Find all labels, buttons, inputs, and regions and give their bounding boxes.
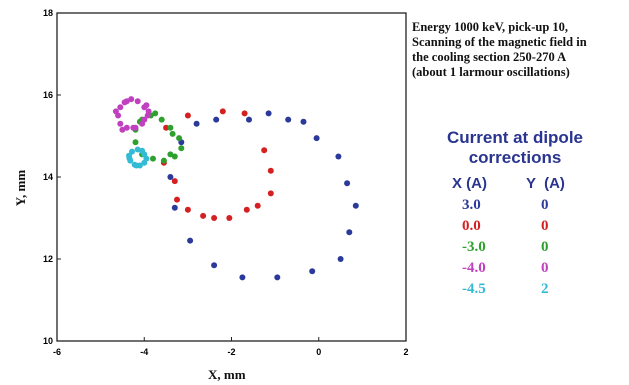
- data-point: [178, 145, 185, 152]
- x-tick-label: -6: [53, 347, 61, 357]
- y-tick-label: 14: [43, 172, 53, 182]
- data-point: [139, 147, 146, 154]
- data-point: [346, 229, 353, 236]
- axis-ticks: -6 -4 -2 0 2 10 12 14 16 18: [43, 8, 409, 357]
- data-point: [167, 151, 174, 158]
- data-point: [313, 135, 320, 142]
- legend-x-value: 0.0: [462, 218, 481, 234]
- annotation-line: Scanning of the magnetic field in: [412, 35, 587, 49]
- data-point: [261, 147, 268, 154]
- y-axis-label: Y, mm: [13, 169, 28, 207]
- data-point: [141, 159, 148, 166]
- legend-title-line: Current at dipole: [446, 128, 583, 147]
- data-point: [187, 237, 194, 244]
- legend-title-line: corrections: [468, 148, 562, 167]
- data-point: [184, 112, 191, 119]
- data-point: [267, 190, 274, 197]
- data-point: [152, 110, 159, 117]
- data-point: [163, 124, 170, 131]
- data-point: [139, 120, 146, 127]
- data-point: [128, 96, 135, 103]
- data-point: [226, 215, 233, 221]
- y-tick-label: 18: [43, 8, 53, 18]
- data-point: [144, 112, 151, 119]
- data-point: [285, 116, 292, 123]
- data-point: [184, 206, 191, 213]
- data-point: [219, 108, 226, 115]
- legend-y-value: 0: [541, 218, 549, 234]
- data-point: [300, 118, 307, 125]
- data-point: [169, 130, 176, 137]
- data-point: [335, 153, 342, 160]
- x-axis-label: X, mm: [208, 367, 246, 382]
- x-tick-label: 0: [316, 347, 321, 357]
- data-point: [309, 268, 316, 275]
- data-point: [130, 124, 137, 131]
- data-point: [158, 116, 165, 123]
- data-point: [176, 135, 183, 142]
- data-point: [267, 167, 274, 174]
- data-points: [112, 96, 359, 281]
- data-point: [117, 104, 124, 111]
- data-point: [243, 206, 250, 213]
- data-point: [193, 120, 200, 127]
- data-point: [246, 116, 252, 123]
- data-point: [167, 174, 174, 180]
- data-point: [239, 274, 246, 281]
- annotation-line: Energy 1000 keV, pick-up 10,: [412, 20, 569, 34]
- data-point: [167, 124, 174, 131]
- data-point: [337, 256, 344, 262]
- legend-x-value: -4.0: [462, 260, 486, 276]
- plot-area: [56, 12, 407, 342]
- legend-y-value: 2: [541, 281, 549, 297]
- y-tick-label: 16: [43, 90, 53, 100]
- legend-x-value: 3.0: [462, 197, 481, 213]
- legend-col-x-header: X (A): [452, 175, 487, 192]
- legend-title: Current at dipole corrections: [420, 128, 610, 168]
- data-point: [150, 155, 156, 162]
- legend-x-value: -4.5: [462, 281, 486, 297]
- y-tick-label: 10: [43, 336, 53, 346]
- data-point: [254, 202, 261, 209]
- x-tick-label: -2: [227, 347, 235, 357]
- legend-x-value: -3.0: [462, 239, 486, 255]
- data-point: [171, 178, 178, 185]
- data-point: [274, 274, 281, 281]
- scatter-plot: -6 -4 -2 0 2 10 12 14 16 18: [43, 8, 409, 357]
- data-point: [211, 262, 218, 269]
- data-point: [211, 215, 218, 221]
- data-point: [344, 180, 351, 187]
- data-point: [352, 202, 359, 209]
- data-point: [126, 155, 133, 162]
- data-point: [132, 139, 139, 146]
- x-tick-label: -4: [140, 347, 148, 357]
- data-point: [241, 110, 248, 117]
- data-point: [213, 116, 220, 123]
- data-point: [171, 204, 178, 211]
- legend-y-value: 0: [541, 239, 549, 255]
- data-point: [117, 120, 124, 127]
- annotation-text: Energy 1000 keV, pick-up 10, Scanning of…: [412, 20, 627, 80]
- data-point: [119, 126, 126, 133]
- data-point: [133, 162, 140, 169]
- data-point: [200, 212, 207, 219]
- y-tick-label: 12: [43, 254, 53, 264]
- annotation-line: (about 1 larmour oscillations): [412, 65, 570, 79]
- annotation-line: the cooling section 250-270 A: [412, 50, 567, 64]
- data-point: [121, 99, 128, 106]
- data-point: [174, 196, 180, 203]
- data-point: [160, 157, 167, 164]
- legend-y-value: 0: [541, 197, 549, 213]
- legend-col-y-header: Y (A): [526, 175, 565, 192]
- data-point: [129, 148, 135, 155]
- data-point: [112, 108, 119, 115]
- data-point: [141, 104, 148, 111]
- data-point: [265, 110, 272, 117]
- data-point: [134, 98, 141, 105]
- legend-y-value: 0: [541, 260, 549, 276]
- x-tick-label: 2: [403, 347, 408, 357]
